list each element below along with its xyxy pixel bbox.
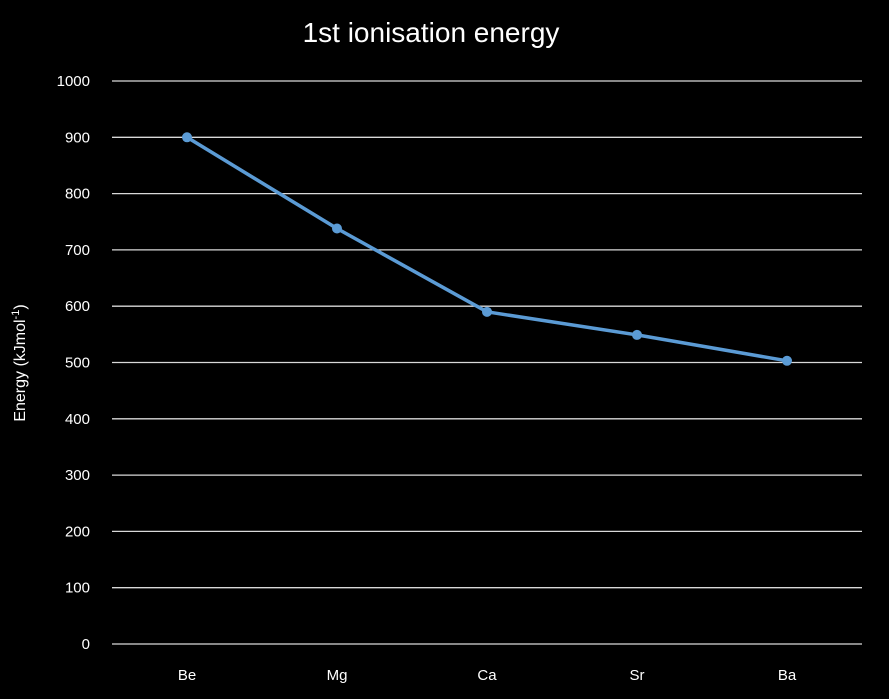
y-axis-label-main: Energy (kJmol (12, 319, 29, 421)
y-axis-label-suffix: ) (12, 304, 29, 309)
gridlines (112, 80, 862, 645)
y-tick-label-900: 900 (65, 129, 90, 146)
y-tick-label-600: 600 (65, 298, 90, 315)
data-point-ba (782, 355, 792, 366)
data-point-mg (332, 223, 342, 234)
data-point-be (182, 132, 192, 143)
x-tick-label-sr: Sr (630, 667, 645, 684)
x-tick-label-be: Be (178, 667, 196, 684)
y-tick-label-500: 500 (65, 355, 90, 372)
y-tick-label-1000: 1000 (57, 73, 90, 90)
x-tick-label-mg: Mg (327, 667, 348, 684)
x-tick-label-ba: Ba (778, 667, 797, 684)
x-tick-labels: Be Mg Ca Sr Ba (178, 667, 797, 684)
data-point-sr (632, 329, 642, 340)
chart-title: 1st ionisation energy (303, 17, 560, 48)
data-point-ca (482, 306, 492, 317)
y-tick-label-0: 0 (82, 636, 90, 653)
y-tick-label-700: 700 (65, 242, 90, 259)
y-axis-label-superscript: -1 (10, 310, 22, 320)
x-tick-label-ca: Ca (477, 667, 497, 684)
y-tick-label-100: 100 (65, 580, 90, 597)
series-points (182, 132, 792, 366)
y-axis-title: Energy (kJmol-1) (10, 304, 29, 421)
y-axis-label: Energy (kJmol-1) (10, 304, 29, 421)
y-tick-label-300: 300 (65, 467, 90, 484)
y-tick-label-200: 200 (65, 523, 90, 540)
y-tick-label-400: 400 (65, 411, 90, 428)
y-tick-label-800: 800 (65, 186, 90, 203)
y-tick-labels: 0 100 200 300 400 500 600 700 800 900 1000 (57, 73, 90, 653)
